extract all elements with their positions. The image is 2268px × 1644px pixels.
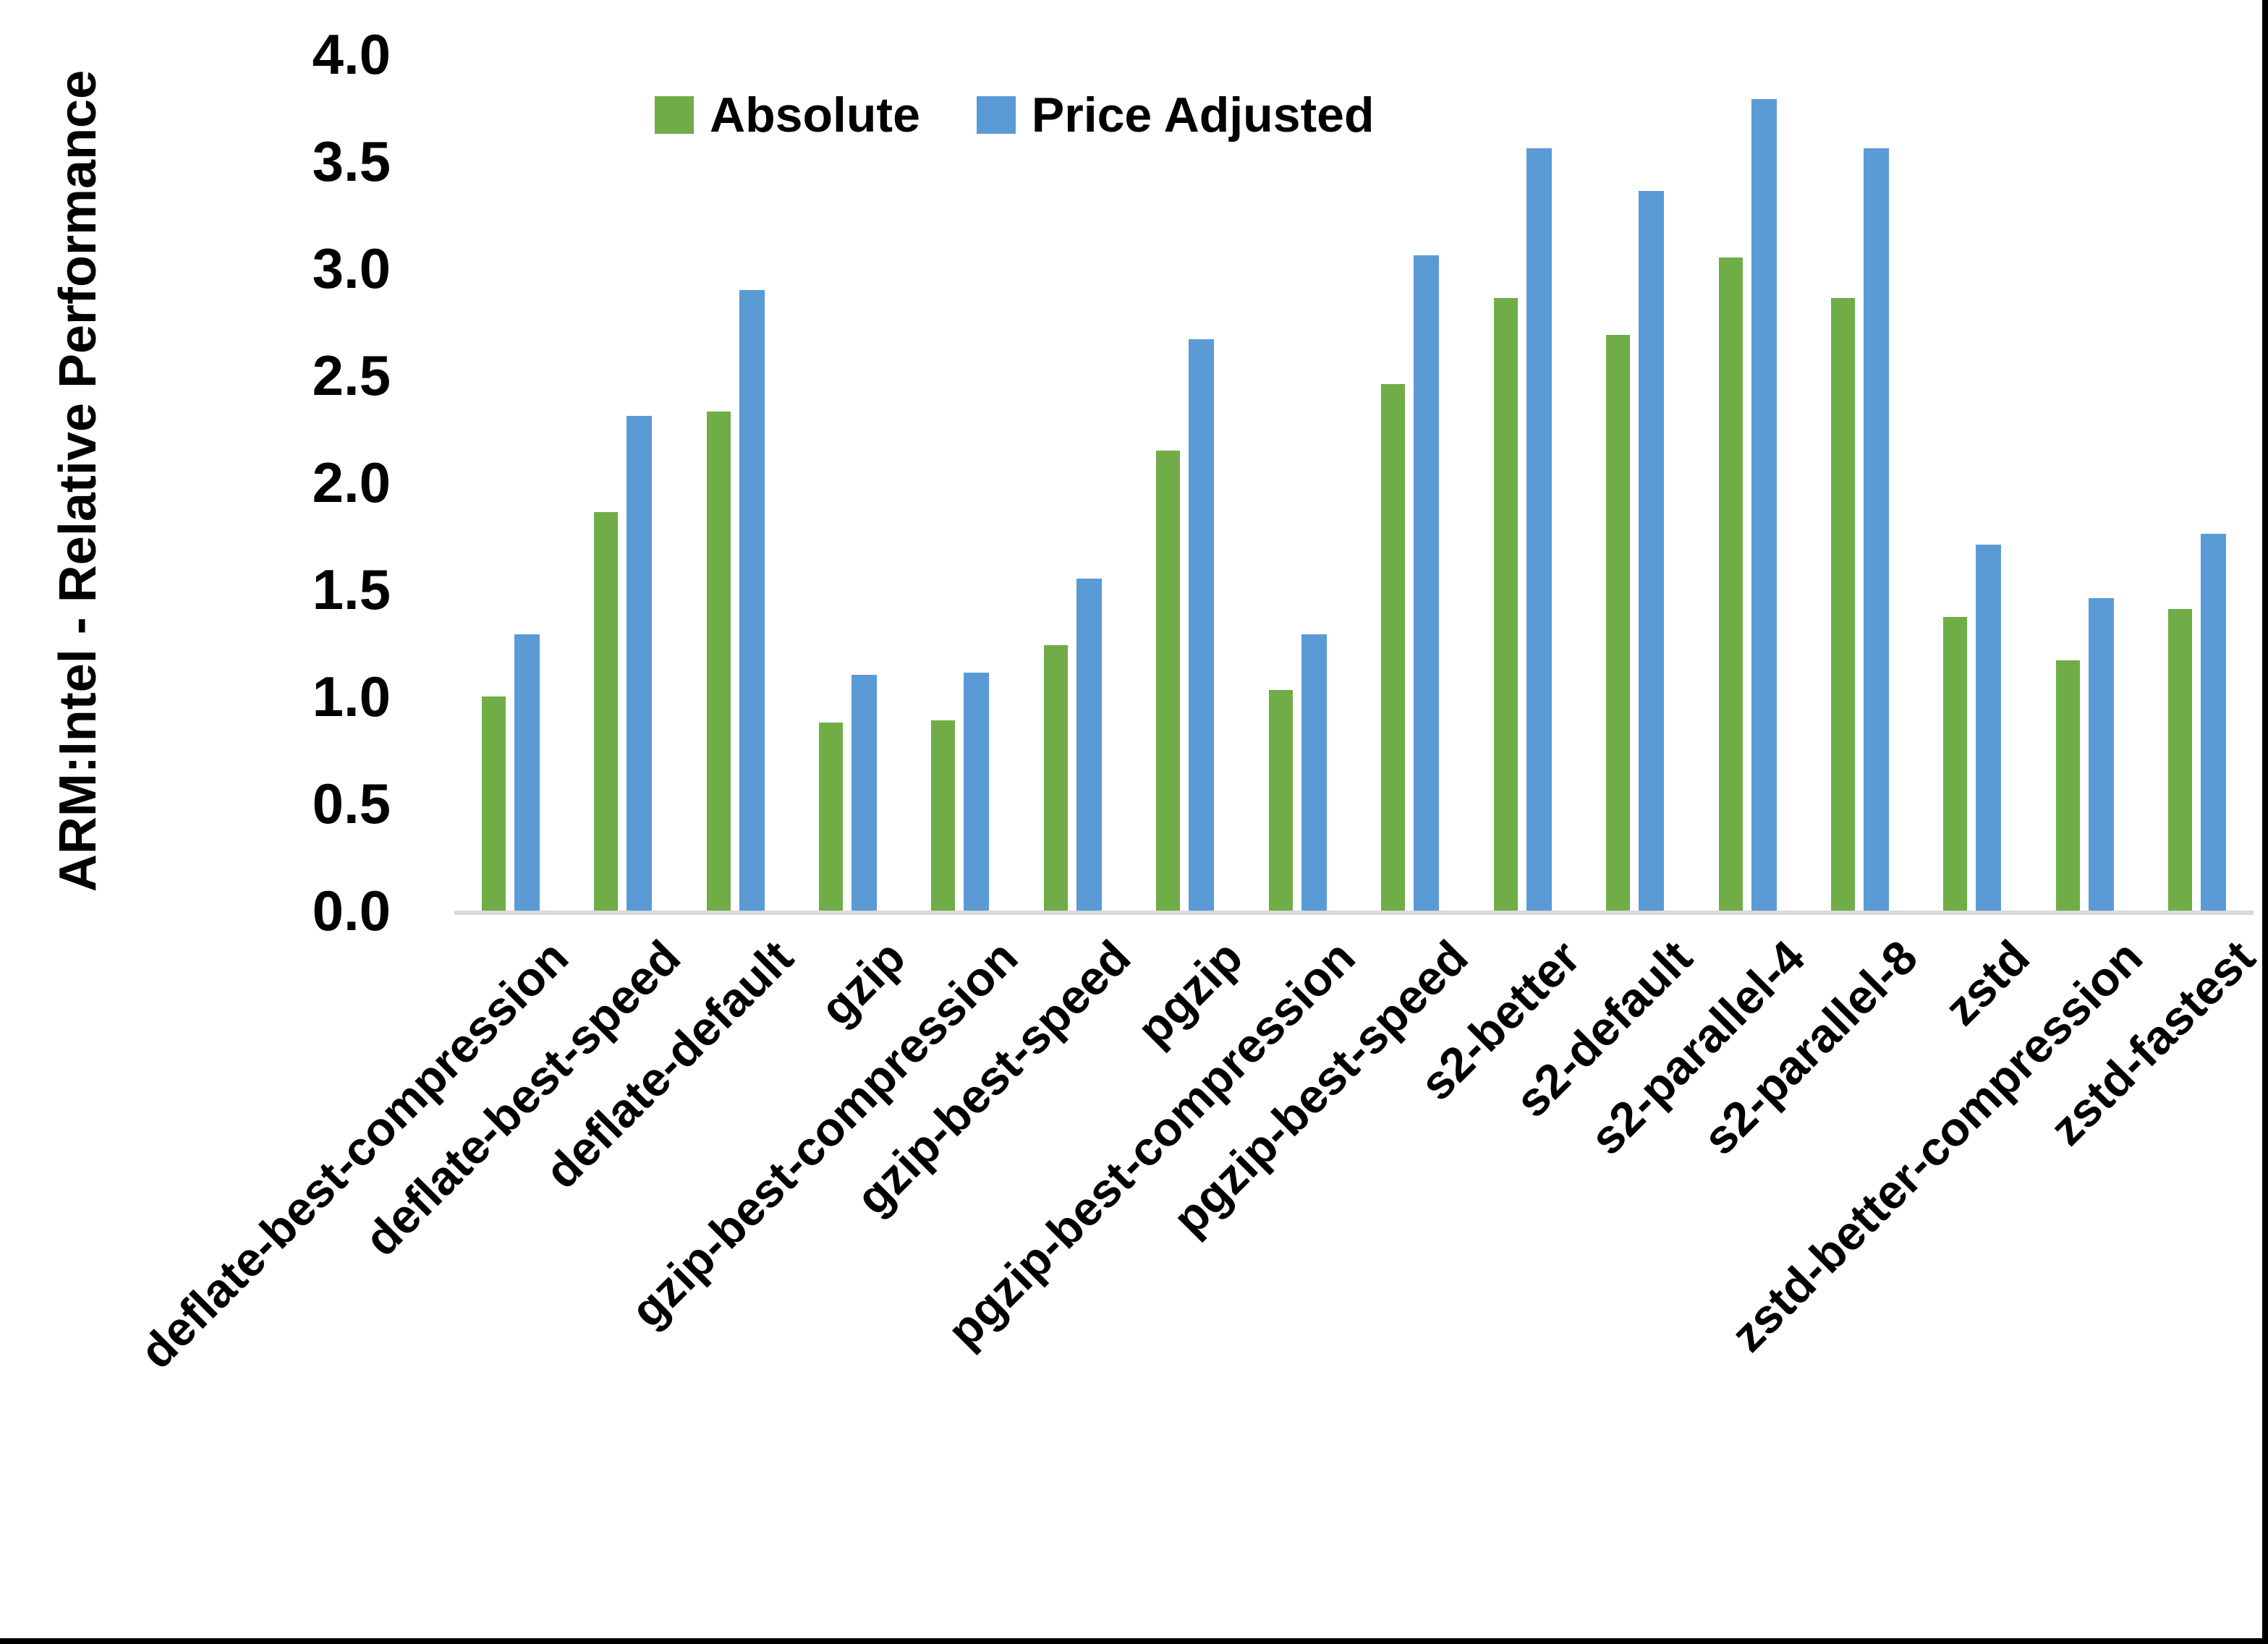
category-group-s2-parallel-4: [1691, 54, 1804, 911]
bar-absolute-deflate-best-speed: [594, 512, 619, 911]
bar-price-adjusted-pgzip-best-speed: [1414, 255, 1440, 911]
bar-price-adjusted-gzip-best-compression: [964, 673, 990, 911]
bar-absolute-zstd-better-compression: [2055, 660, 2080, 911]
category-group-zstd: [1916, 54, 2029, 911]
y-tick-label: 0.0: [312, 879, 391, 942]
category-group-deflate-default: [679, 54, 791, 911]
bar-absolute-deflate-default: [706, 412, 731, 911]
bar-price-adjusted-s2-parallel-4: [1751, 99, 1777, 911]
bar-absolute-gzip-best-speed: [1043, 644, 1068, 911]
bar-absolute-gzip: [819, 722, 844, 911]
category-group-pgzip: [1129, 54, 1241, 911]
category-group-s2-parallel-8: [1804, 54, 1916, 911]
legend-swatch-absolute-icon: [655, 96, 694, 134]
category-group-gzip: [791, 54, 904, 911]
category-group-s2-default: [1579, 54, 1691, 911]
bar-absolute-zstd: [1943, 617, 1968, 911]
bar-absolute-s2-better: [1493, 298, 1518, 911]
category-group-s2-better: [1466, 54, 1579, 911]
bar-price-adjusted-pgzip-best-compression: [1301, 634, 1327, 911]
y-tick-label: 1.5: [312, 558, 391, 621]
category-group-pgzip-best-speed: [1354, 54, 1466, 911]
bar-absolute-zstd-fastest: [2168, 608, 2193, 911]
bar-price-adjusted-zstd-better-compression: [2088, 597, 2114, 911]
bottom-border: [0, 1638, 2268, 1644]
y-axis-title: ARM:Intel - Relative Performance: [13, 0, 143, 962]
bar-price-adjusted-s2-better: [1526, 148, 1552, 911]
legend: Absolute Price Adjusted: [655, 87, 1375, 143]
bar-absolute-s2-parallel-4: [1718, 257, 1743, 911]
bar-price-adjusted-deflate-best-compression: [514, 634, 540, 911]
bar-price-adjusted-gzip-best-speed: [1076, 579, 1102, 911]
bar-absolute-pgzip: [1156, 450, 1181, 911]
bar-absolute-s2-parallel-8: [1830, 298, 1855, 911]
bar-absolute-gzip-best-compression: [931, 720, 956, 911]
legend-label-absolute: Absolute: [710, 88, 920, 142]
y-tick-label: 1.0: [312, 665, 391, 728]
bar-absolute-pgzip-best-compression: [1268, 690, 1293, 911]
bar-absolute-deflate-best-compression: [481, 697, 506, 911]
legend-swatch-price-adjusted-icon: [976, 96, 1016, 134]
bar-price-adjusted-deflate-default: [739, 289, 765, 911]
bar-price-adjusted-gzip: [851, 675, 878, 911]
y-tick-label: 0.5: [312, 772, 391, 835]
bar-absolute-pgzip-best-speed: [1381, 383, 1406, 911]
bar-price-adjusted-pgzip: [1189, 338, 1215, 911]
legend-label-price-adjusted: Price Adjusted: [1031, 88, 1375, 142]
y-axis-title-text: ARM:Intel - Relative Performance: [49, 69, 108, 893]
y-tick-label: 3.0: [312, 237, 391, 300]
category-group-gzip-best-speed: [1016, 54, 1129, 911]
bar-price-adjusted-deflate-best-speed: [627, 416, 653, 911]
plot-area: [454, 54, 2254, 915]
y-tick-label: 2.0: [312, 451, 391, 514]
bar-price-adjusted-s2-parallel-8: [1863, 148, 1889, 911]
category-group-zstd-fastest: [2141, 54, 2254, 911]
category-group-zstd-better-compression: [2029, 54, 2141, 911]
bar-absolute-s2-default: [1606, 334, 1631, 911]
category-group-deflate-best-compression: [454, 54, 566, 911]
bar-price-adjusted-zstd-fastest: [2201, 534, 2227, 911]
right-border: [2262, 0, 2268, 1644]
bar-price-adjusted-s2-default: [1639, 191, 1665, 911]
category-group-deflate-best-speed: [566, 54, 679, 911]
x-category-label-deflate-best-compression: deflate-best-compression: [129, 929, 578, 1379]
y-tick-label: 2.5: [312, 344, 391, 407]
y-tick-label: 4.0: [312, 22, 391, 86]
y-tick-label: 3.5: [312, 129, 391, 193]
bar-price-adjusted-zstd: [1976, 544, 2002, 911]
category-group-gzip-best-compression: [904, 54, 1016, 911]
category-group-pgzip-best-compression: [1241, 54, 1354, 911]
